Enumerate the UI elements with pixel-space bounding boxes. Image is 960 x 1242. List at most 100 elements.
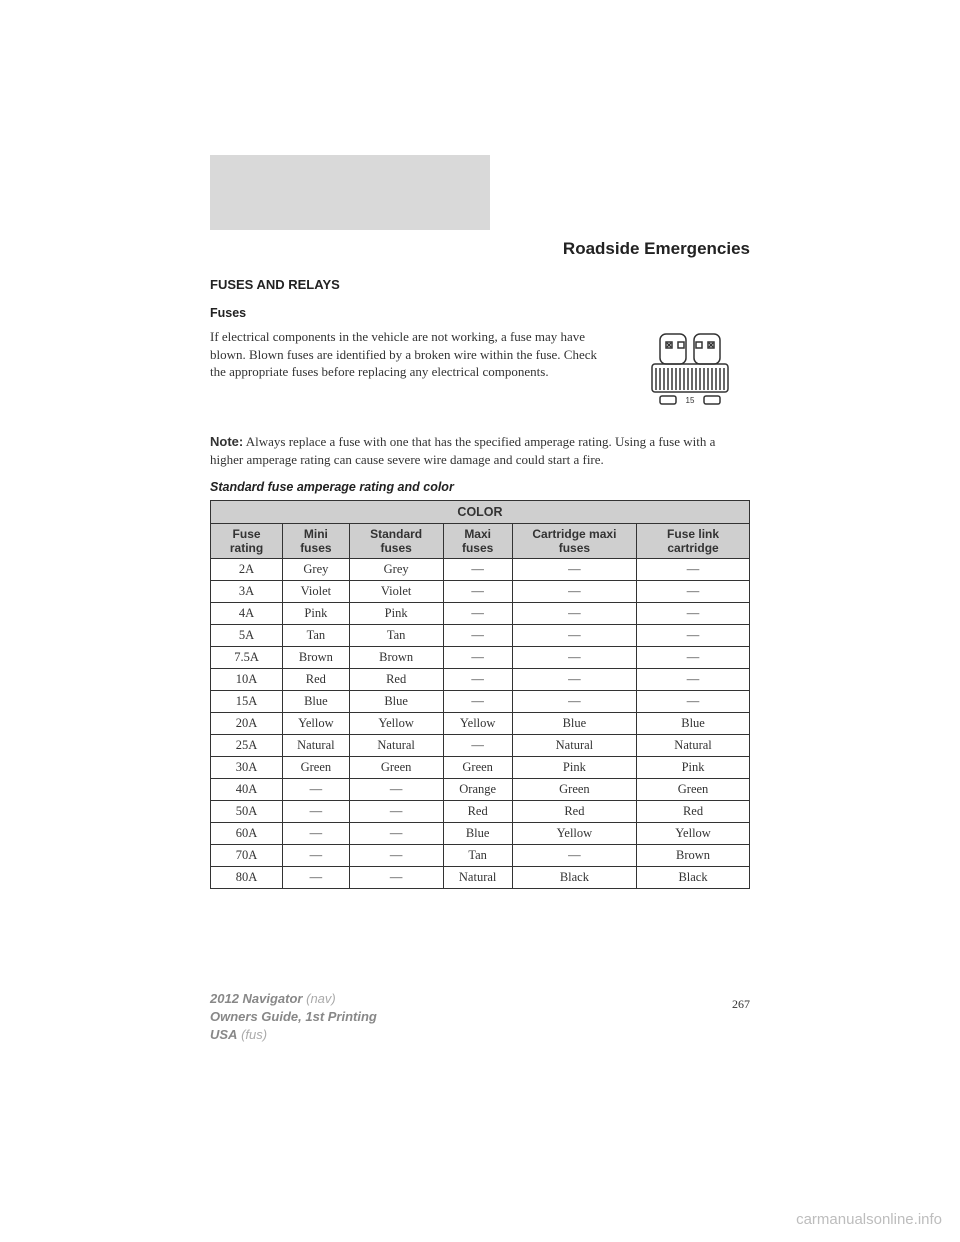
table-row: 30AGreenGreenGreenPinkPink — [211, 757, 750, 779]
page-number: 267 — [732, 997, 750, 1012]
table-cell: — — [512, 581, 636, 603]
table-cell: — — [512, 691, 636, 713]
table-cell: Brown — [283, 647, 350, 669]
table-cell: — — [349, 867, 443, 889]
table-cell: Natural — [637, 735, 750, 757]
table-cell: — — [637, 647, 750, 669]
footer-model: 2012 Navigator — [210, 991, 303, 1006]
footer: 2012 Navigator (nav) Owners Guide, 1st P… — [210, 990, 377, 1045]
table-row: 3AVioletViolet——— — [211, 581, 750, 603]
table-cell: Pink — [283, 603, 350, 625]
footer-region: USA — [210, 1027, 237, 1042]
col-header: Fuse rating — [211, 524, 283, 559]
table-cell: — — [637, 669, 750, 691]
table-row: 40A——OrangeGreenGreen — [211, 779, 750, 801]
table-cell: Yellow — [512, 823, 636, 845]
table-row: 4APinkPink——— — [211, 603, 750, 625]
table-cell: Red — [637, 801, 750, 823]
table-cell: 30A — [211, 757, 283, 779]
fuse-color-table: COLOR Fuse rating Mini fuses Standard fu… — [210, 500, 750, 889]
table-cell: — — [443, 603, 512, 625]
table-cell: 7.5A — [211, 647, 283, 669]
table-cell: Yellow — [443, 713, 512, 735]
table-cell: — — [283, 801, 350, 823]
col-header: Mini fuses — [283, 524, 350, 559]
table-cell: 2A — [211, 559, 283, 581]
table-cell: Red — [283, 669, 350, 691]
table-caption: Standard fuse amperage rating and color — [210, 480, 750, 494]
table-cell: — — [443, 559, 512, 581]
table-row: 80A——NaturalBlackBlack — [211, 867, 750, 889]
table-row: 50A——RedRedRed — [211, 801, 750, 823]
table-cell: Grey — [349, 559, 443, 581]
table-cell: 4A — [211, 603, 283, 625]
table-cell: 5A — [211, 625, 283, 647]
table-cell: Yellow — [349, 713, 443, 735]
table-cell: — — [512, 669, 636, 691]
table-cell: Red — [512, 801, 636, 823]
col-header: Maxi fuses — [443, 524, 512, 559]
table-cell: Pink — [512, 757, 636, 779]
table-cell: Blue — [443, 823, 512, 845]
table-cell: Blue — [283, 691, 350, 713]
section-title: Roadside Emergencies — [210, 239, 750, 259]
table-cell: Yellow — [283, 713, 350, 735]
table-cell: Blue — [349, 691, 443, 713]
table-cell: — — [637, 581, 750, 603]
table-cell: Natural — [443, 867, 512, 889]
table-cell: — — [283, 779, 350, 801]
table-header-row: Fuse rating Mini fuses Standard fuses Ma… — [211, 524, 750, 559]
footer-guide: Owners Guide, 1st Printing — [210, 1009, 377, 1024]
table-cell: 60A — [211, 823, 283, 845]
table-cell: 20A — [211, 713, 283, 735]
table-cell: — — [349, 845, 443, 867]
fuse-diagram-icon: 15 — [630, 328, 750, 423]
table-cell: 10A — [211, 669, 283, 691]
table-cell: 15A — [211, 691, 283, 713]
table-cell: Green — [637, 779, 750, 801]
watermark: carmanualsonline.info — [796, 1211, 942, 1228]
table-cell: — — [443, 581, 512, 603]
table-cell: Red — [349, 669, 443, 691]
table-cell: 25A — [211, 735, 283, 757]
table-cell: Pink — [349, 603, 443, 625]
table-cell: — — [349, 823, 443, 845]
table-cell: — — [512, 647, 636, 669]
table-cell: — — [637, 691, 750, 713]
table-cell: Natural — [349, 735, 443, 757]
table-cell: Brown — [637, 845, 750, 867]
fuse-icon-label: 15 — [686, 396, 695, 405]
table-row: 7.5ABrownBrown——— — [211, 647, 750, 669]
footer-model-code: (nav) — [303, 991, 336, 1006]
note-text: Always replace a fuse with one that has … — [210, 434, 715, 467]
table-cell: — — [443, 625, 512, 647]
col-header: Standard fuses — [349, 524, 443, 559]
table-cell: 70A — [211, 845, 283, 867]
table-cell: — — [349, 779, 443, 801]
table-cell: 40A — [211, 779, 283, 801]
heading-fuses-relays: FUSES AND RELAYS — [210, 277, 750, 292]
table-row: 20AYellowYellowYellowBlueBlue — [211, 713, 750, 735]
table-cell: Violet — [283, 581, 350, 603]
table-cell: — — [512, 603, 636, 625]
table-row: 60A——BlueYellowYellow — [211, 823, 750, 845]
table-cell: — — [349, 801, 443, 823]
table-cell: — — [283, 845, 350, 867]
table-cell: Violet — [349, 581, 443, 603]
table-cell: — — [512, 845, 636, 867]
col-header: Fuse link cartridge — [637, 524, 750, 559]
table-row: 70A——Tan—Brown — [211, 845, 750, 867]
table-cell: Green — [512, 779, 636, 801]
table-cell: Tan — [443, 845, 512, 867]
table-cell: Green — [283, 757, 350, 779]
table-cell: Blue — [512, 713, 636, 735]
col-header: Cartridge maxi fuses — [512, 524, 636, 559]
table-cell: Pink — [637, 757, 750, 779]
table-cell: Natural — [283, 735, 350, 757]
table-cell: Yellow — [637, 823, 750, 845]
note-paragraph: Note: Always replace a fuse with one tha… — [210, 433, 750, 468]
table-cell: Orange — [443, 779, 512, 801]
table-cell: 50A — [211, 801, 283, 823]
table-cell: — — [443, 647, 512, 669]
table-cell: Green — [443, 757, 512, 779]
